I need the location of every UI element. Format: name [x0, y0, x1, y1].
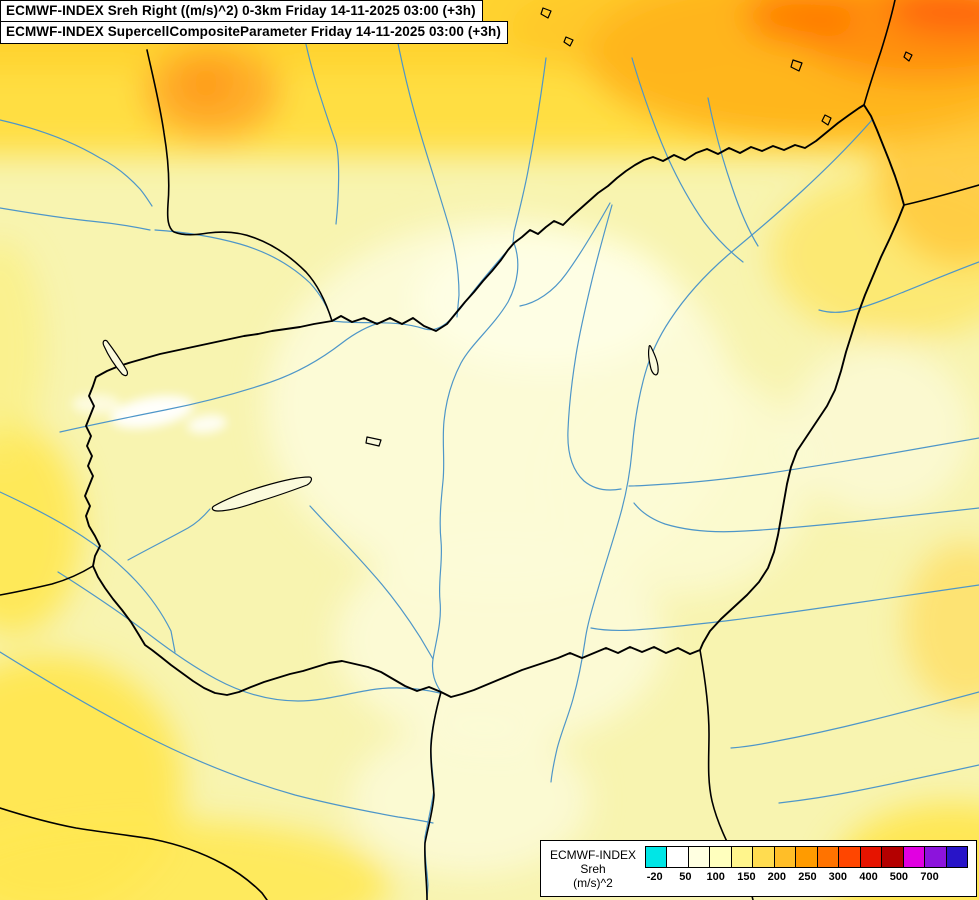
low-value-white-patches: [72, 394, 227, 434]
river: [0, 119, 153, 207]
lakes: [102, 7, 913, 512]
legend-title-model: ECMWF-INDEX: [550, 847, 636, 862]
legend-title-param: Sreh: [580, 861, 606, 876]
river: [309, 505, 434, 660]
legend-color-cell: [773, 847, 796, 867]
small-lake-mark: [540, 7, 552, 19]
legend-tick-label: 200: [767, 871, 786, 883]
legend-color-cell: [666, 847, 688, 867]
river: [590, 584, 979, 631]
legend-color-cell: [816, 847, 839, 867]
legend-tick-label: 400: [859, 871, 878, 883]
legend-color-cell: [838, 847, 860, 867]
river: [628, 437, 979, 487]
small-lake-mark: [821, 114, 832, 126]
sava-river: [0, 651, 434, 824]
river: [818, 261, 979, 313]
legend-tick-label: 500: [889, 871, 909, 883]
small-lake-mark: [903, 51, 913, 62]
river: [519, 202, 611, 307]
legend-tick-label: 50: [679, 871, 692, 883]
border-line: [903, 184, 979, 206]
river: [778, 764, 979, 804]
legend-tick-label: 150: [737, 871, 756, 883]
river: [567, 204, 622, 491]
legend-scale: -20 50 100 150 200 250 300 400 500 700: [645, 846, 968, 896]
small-lake-mark: [563, 36, 574, 47]
legend-tick-label: 250: [798, 871, 817, 883]
border-line: [0, 807, 268, 900]
river: [631, 57, 744, 263]
river: [0, 491, 176, 653]
legend-tick-label: -20: [646, 871, 663, 883]
legend-title-unit: (m/s)^2: [573, 875, 613, 890]
legend-color-cell: [730, 847, 753, 867]
legend-box: ECMWF-INDEX Sreh (m/s)^2 -20 50 100 150 200 2…: [540, 840, 977, 897]
legend-color-cell: [859, 847, 882, 867]
legend-tick-label: 100: [706, 871, 725, 883]
river: [0, 207, 151, 231]
river: [730, 691, 979, 749]
lake-neusiedl: [102, 339, 128, 377]
tisza-river: [550, 119, 873, 783]
legend-color-cell: [881, 847, 903, 867]
border-line: [0, 565, 94, 596]
border-line: [423, 691, 442, 900]
legend-color-cell: [646, 847, 667, 867]
border-line: [146, 49, 333, 322]
title-text-2: ECMWF-INDEX SupercellCompositeParameter …: [6, 24, 501, 39]
river: [59, 321, 383, 433]
legend-title: ECMWF-INDEX Sreh (m/s)^2: [541, 841, 645, 896]
legend-color-cell: [687, 847, 710, 867]
river: [512, 57, 547, 244]
title-bar-line2: ECMWF-INDEX SupercellCompositeParameter …: [0, 21, 508, 44]
river: [633, 502, 979, 533]
legend-tick-label: 700: [920, 871, 939, 883]
border-line: [863, 0, 896, 106]
legend-color-cell: [902, 847, 925, 867]
title-bar-line1: ECMWF-INDEX Sreh Right ((m/s)^2) 0-3km F…: [0, 0, 483, 23]
river: [127, 508, 211, 561]
small-lake-mark: [790, 59, 803, 72]
lake-balaton: [211, 476, 313, 512]
legend-color-cell: [945, 847, 968, 867]
legend-color-cell: [924, 847, 946, 867]
legend-color-cell: [709, 847, 731, 867]
river: [707, 97, 759, 247]
hungary-border: [84, 104, 905, 698]
legend-color-cell: [752, 847, 774, 867]
lake-tisza: [648, 345, 659, 376]
legend-ticks: -20 50 100 150 200 250 300 400 500 700: [645, 868, 968, 886]
river: [389, 0, 460, 318]
lake-velence: [365, 436, 382, 447]
legend-tick-label: 300: [828, 871, 848, 883]
legend-color-cell: [795, 847, 817, 867]
legend-colorbar: [645, 846, 968, 868]
title-text-1: ECMWF-INDEX Sreh Right ((m/s)^2) 0-3km F…: [6, 3, 476, 18]
